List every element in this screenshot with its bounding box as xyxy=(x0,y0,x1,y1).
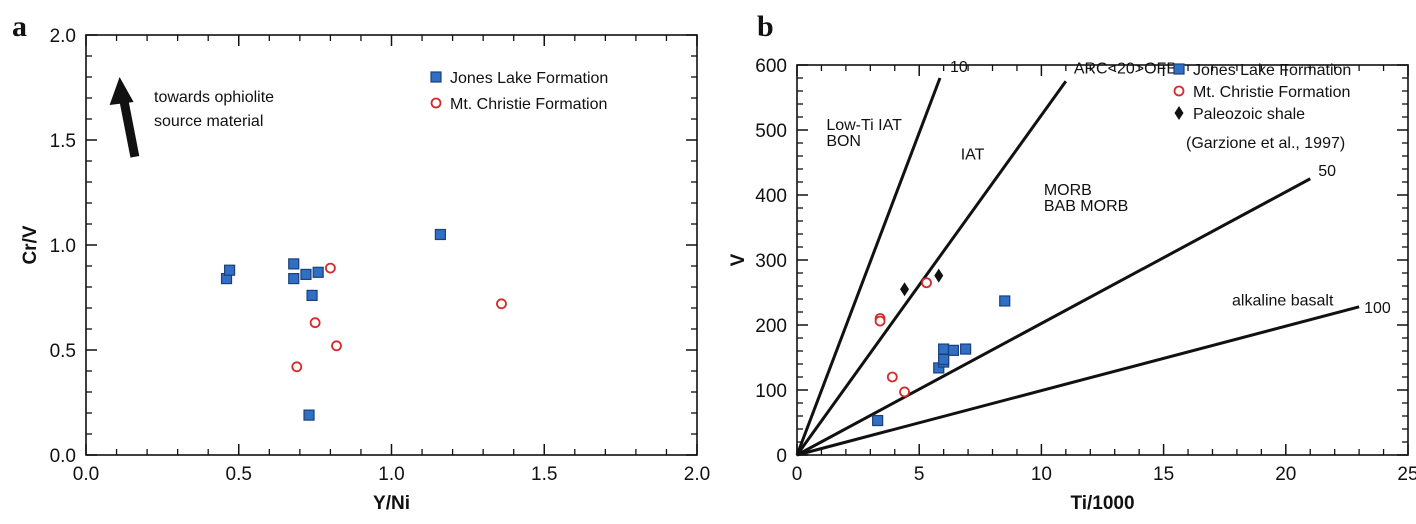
data-point xyxy=(999,295,1011,307)
y-tick-label: 600 xyxy=(755,56,787,77)
reference-line-label: 10 xyxy=(950,59,968,76)
data-point xyxy=(496,298,507,310)
reference-line xyxy=(795,77,942,456)
x-axis-label: Ti/1000 xyxy=(1070,493,1134,514)
data-point xyxy=(306,289,318,301)
x-tick-label: 0.5 xyxy=(226,464,252,485)
data-point xyxy=(331,340,342,352)
data-point xyxy=(288,258,300,270)
panel-b: b 0 5 10 15 20 25 0 100 200 300 400 500 600 Ti/1000 V 10… xyxy=(728,10,1416,514)
panel-letter: a xyxy=(12,10,27,43)
x-tick-label: 5 xyxy=(914,464,925,485)
x-tick-label: 1.5 xyxy=(531,464,557,485)
y-axis-label: V xyxy=(728,253,749,266)
y-tick-label: 2.0 xyxy=(50,26,76,47)
reference-line xyxy=(796,305,1360,457)
data-point xyxy=(434,228,446,241)
data-point xyxy=(938,353,950,366)
data-point xyxy=(874,315,886,327)
ophiolite-arrow-shaft xyxy=(119,98,140,158)
reference-line-label: 50 xyxy=(1318,163,1336,180)
y-tick-label: 1.5 xyxy=(50,131,76,152)
y-tick-label: 400 xyxy=(755,186,787,207)
field-label: MORB xyxy=(1044,182,1092,199)
data-point xyxy=(938,343,950,355)
y-tick-label: 300 xyxy=(755,251,787,272)
field-label: BON xyxy=(826,133,861,150)
data-point xyxy=(303,409,315,421)
field-label: IAT xyxy=(961,146,985,163)
data-point xyxy=(934,268,944,283)
field-label: Low-Ti IAT xyxy=(826,117,902,134)
data-point xyxy=(886,371,898,383)
legend-note: (Garzione et al., 1997) xyxy=(1186,135,1345,152)
reference-line-label: 100 xyxy=(1364,300,1391,317)
data-point xyxy=(921,277,932,289)
y-tick-label: 1.0 xyxy=(50,236,76,257)
data-point xyxy=(288,273,300,285)
panel-letter: b xyxy=(757,10,774,43)
data-point xyxy=(899,386,910,398)
legend-label: Mt. Christie Formation xyxy=(1193,84,1350,101)
y-tick-label: 500 xyxy=(755,121,787,142)
annotation-text: source material xyxy=(154,113,263,130)
x-axis-label: Y/Ni xyxy=(373,493,410,514)
data-point xyxy=(309,317,321,329)
x-tick-label: 1.0 xyxy=(378,464,404,485)
data-point xyxy=(324,262,336,274)
data-point xyxy=(900,282,910,297)
legend-marker xyxy=(430,71,442,83)
data-point xyxy=(223,264,236,276)
legend-label: Mt. Christie Formation xyxy=(450,96,607,113)
legend-marker xyxy=(1173,63,1185,75)
y-tick-label: 0.0 xyxy=(50,446,76,467)
reference-line xyxy=(796,177,1311,457)
x-tick-label: 20 xyxy=(1275,464,1296,485)
y-tick-label: 200 xyxy=(755,316,787,337)
y-axis-label: Cr/V xyxy=(20,225,41,264)
data-point xyxy=(947,344,960,356)
ophiolite-arrow-head xyxy=(109,77,134,105)
field-label: alkaline basalt xyxy=(1232,293,1334,310)
data-point xyxy=(312,266,324,278)
x-tick-label: 15 xyxy=(1153,464,1174,485)
x-tick-label: 0 xyxy=(792,464,803,485)
legend-marker xyxy=(1173,85,1185,97)
panel-a: a 0.0 0.5 1.0 1.5 2.0 0.0 0.5 1.0 1.5 2.0 Y/Ni Cr/V t… xyxy=(12,10,710,514)
x-tick-label: 0.0 xyxy=(73,464,99,485)
data-point xyxy=(872,414,884,427)
legend-marker xyxy=(430,97,442,109)
y-tick-label: 0.5 xyxy=(50,341,76,362)
annotation-text: towards ophiolite xyxy=(154,89,274,106)
legend-label: Jones Lake Formation xyxy=(1193,62,1351,79)
reference-line-label: ARC<20>OFB xyxy=(1074,60,1177,77)
y-tick-label: 0 xyxy=(776,446,787,467)
legend-marker xyxy=(1174,106,1184,120)
x-tick-label: 2.0 xyxy=(684,464,710,485)
x-tick-label: 10 xyxy=(1031,464,1052,485)
legend-label: Paleozoic shale xyxy=(1193,106,1305,123)
field-label: BAB MORB xyxy=(1044,198,1128,215)
data-point xyxy=(300,268,312,280)
legend-label: Jones Lake Formation xyxy=(450,70,608,87)
data-point xyxy=(960,343,972,355)
y-tick-label: 100 xyxy=(755,381,787,402)
reference-line xyxy=(795,80,1068,456)
x-tick-label: 25 xyxy=(1397,464,1416,485)
data-point xyxy=(291,361,303,373)
